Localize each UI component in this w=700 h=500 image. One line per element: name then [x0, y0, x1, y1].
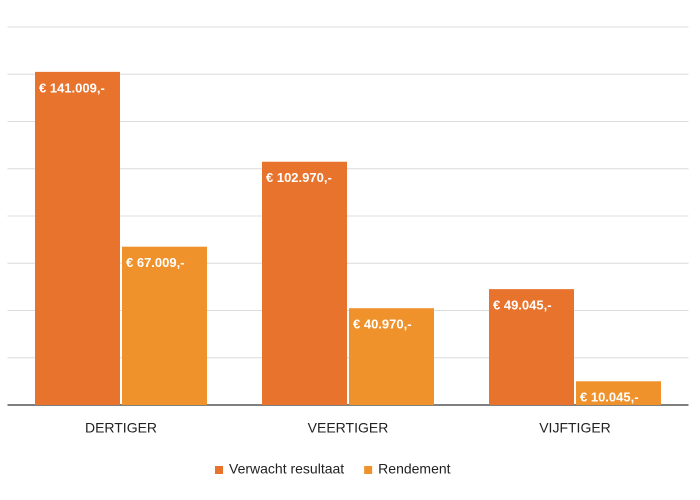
legend-swatch [215, 466, 223, 474]
bar [489, 289, 574, 405]
legend-label: Verwacht resultaat [229, 461, 344, 477]
x-tick-label: DERTIGER [85, 420, 157, 436]
bar [576, 381, 661, 405]
data-label: € 49.045,- [493, 298, 552, 313]
data-label: € 67.009,- [126, 255, 185, 270]
x-tick-label: VIJFTIGER [539, 420, 611, 436]
bar [349, 308, 434, 405]
data-label: € 10.045,- [580, 390, 639, 405]
data-label: € 102.970,- [266, 170, 332, 185]
bar [262, 161, 347, 405]
legend-label: Rendement [378, 461, 450, 477]
legend-swatch [364, 466, 373, 474]
x-tick-label: VEERTIGER [308, 420, 389, 436]
bar [122, 246, 207, 405]
data-label: € 40.970,- [353, 317, 412, 332]
bar [35, 71, 120, 405]
data-label: € 141.009,- [39, 80, 105, 95]
